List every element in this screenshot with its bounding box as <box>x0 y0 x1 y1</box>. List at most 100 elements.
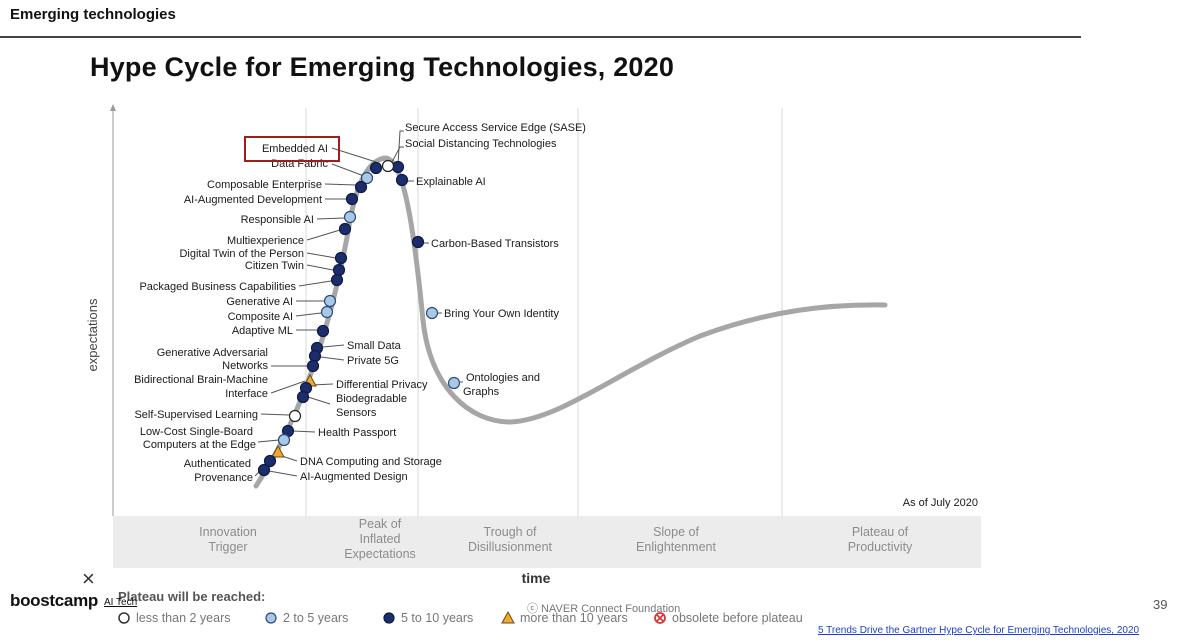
legend-label-less-than-2-years: less than 2 years <box>136 611 231 625</box>
brand-logo: boostcamp <box>10 591 98 610</box>
label-social-distancing-technologies: Social Distancing Technologies <box>405 138 557 150</box>
leader-responsible-ai <box>316 217 345 220</box>
label-data-fabric: Data Fabric <box>271 158 328 170</box>
leader-social-distancing-technologies <box>391 146 404 163</box>
label-explainable-ai: Explainable AI <box>416 176 486 188</box>
legend-marker-less-than-2-years <box>118 612 130 624</box>
label-bidirectional-brain-machine-interface-2: Interface <box>225 388 268 400</box>
leader-citizen-twin <box>306 264 334 271</box>
phase-band <box>113 516 981 568</box>
leader-data-fabric <box>331 163 365 177</box>
marker-private-5g <box>308 349 322 363</box>
label-ontologies-and-graphs-1: Ontologies and <box>466 372 540 384</box>
marker-secure-access-service-edge-sase <box>391 160 405 174</box>
label-ontologies-and-graphs-2: Graphs <box>463 386 500 398</box>
legend-marker-2-to-5-years <box>265 612 277 624</box>
leader-digital-twin-of-the-person <box>306 252 337 259</box>
marker-ai-augmented-design <box>257 463 271 477</box>
label-biodegradable-sensors-1: Biodegradable <box>336 393 407 405</box>
marker-ai-augmented-development <box>345 192 359 206</box>
leader-health-passport <box>292 430 316 433</box>
label-authenticated-provenance-1: Authenticated <box>184 458 251 470</box>
label-self-supervised-learning: Self-Supervised Learning <box>134 409 258 421</box>
label-generative-ai: Generative AI <box>226 296 293 308</box>
label-embedded-ai: Embedded AI <box>262 143 328 155</box>
y-axis-label: expectations <box>85 298 100 371</box>
source-link[interactable]: 5 Trends Drive the Gartner Hype Cycle fo… <box>818 625 1140 636</box>
label-digital-twin-of-the-person: Digital Twin of the Person <box>179 248 304 260</box>
label-generative-adversarial-networks-2: Networks <box>222 360 268 372</box>
technology-markers <box>257 159 461 477</box>
phase-label-5-2: Productivity <box>848 540 913 554</box>
leader-dna-computing-and-storage <box>281 455 298 462</box>
label-dna-computing-and-storage: DNA Computing and Storage <box>300 456 442 468</box>
marker-embedded-ai <box>369 161 383 175</box>
leader-low-cost-single-board-computers-at-the-edge <box>257 439 280 443</box>
label-multiexperience: Multiexperience <box>227 235 304 247</box>
marker-generative-ai <box>323 294 337 308</box>
footer-credit: ⓒ NAVER Connect Foundation <box>527 603 681 615</box>
as-of-note: As of July 2020 <box>903 497 978 509</box>
label-responsible-ai: Responsible AI <box>241 214 314 226</box>
leader-packaged-business-capabilities <box>298 280 332 287</box>
marker-composite-ai <box>320 305 334 319</box>
leader-ai-augmented-design <box>268 470 298 477</box>
label-biodegradable-sensors-2: Sensors <box>336 407 377 419</box>
legend-marker-5-to-10-years <box>383 612 395 624</box>
phase-label-5-1: Plateau of <box>852 525 909 539</box>
phase-label-3-1: Trough of <box>483 525 537 539</box>
brand-subtitle: AI Tech <box>104 597 138 608</box>
y-axis-arrow <box>110 104 116 111</box>
label-small-data: Small Data <box>347 340 402 352</box>
leader-biodegradable-sensors <box>307 396 331 405</box>
label-low-cost-single-board-computers-at-the-edge-2: Computers at the Edge <box>143 439 256 451</box>
label-ai-augmented-development: AI-Augmented Development <box>184 194 322 206</box>
phase-label-1-2: Trigger <box>208 540 247 554</box>
highlight-box <box>244 136 340 162</box>
marker-biodegradable-sensors <box>296 390 310 404</box>
phase-label-4-1: Slope of <box>653 525 699 539</box>
marker-composable-enterprise <box>354 180 368 194</box>
label-composable-enterprise: Composable Enterprise <box>207 179 322 191</box>
marker-explainable-ai <box>395 173 409 187</box>
marker-dna-computing-and-storage <box>271 444 285 458</box>
leader-secure-access-service-edge-sase <box>397 130 404 166</box>
marker-low-cost-single-board-computers-at-the-edge <box>277 433 291 447</box>
label-bring-your-own-identity: Bring Your Own Identity <box>444 308 559 320</box>
marker-self-supervised-learning <box>288 409 302 423</box>
marker-authenticated-provenance <box>263 454 277 468</box>
label-health-passport: Health Passport <box>318 427 396 439</box>
phase-label-1-1: Innovation <box>199 525 257 539</box>
obsolete-x-stroke <box>656 614 664 622</box>
label-secure-access-service-edge-sase: Secure Access Service Edge (SASE) <box>405 122 586 134</box>
legend: less than 2 years 2 to 5 years 5 to 10 yea… <box>118 610 803 625</box>
marker-carbon-based-transistors <box>411 235 425 249</box>
marker-responsible-ai <box>343 210 357 224</box>
label-low-cost-single-board-computers-at-the-edge-1: Low-Cost Single-Board <box>140 426 253 438</box>
leader-multiexperience <box>306 229 341 241</box>
leader-self-supervised-learning <box>260 413 290 416</box>
phase-label-4-2: Enlightenment <box>636 540 716 554</box>
label-private-5g: Private 5G <box>347 355 399 367</box>
marker-digital-twin-of-the-person <box>334 251 348 265</box>
marker-citizen-twin <box>332 263 346 277</box>
leader-private-5g <box>320 356 345 361</box>
leader-lines <box>254 130 463 477</box>
close-icon[interactable]: × <box>82 566 95 591</box>
label-packaged-business-capabilities: Packaged Business Capabilities <box>139 281 296 293</box>
label-composite-ai: Composite AI <box>228 311 293 323</box>
legend-label-2-to-5-years: 2 to 5 years <box>283 611 348 625</box>
legend-title: Plateau will be reached: <box>118 589 265 604</box>
legend-label-more-than-10-years: more than 10 years <box>520 611 628 625</box>
marker-adaptive-ml <box>316 324 330 338</box>
phase-label-2-2: Inflated <box>359 532 400 546</box>
label-bidirectional-brain-machine-interface-1: Bidirectional Brain-Machine <box>134 374 268 386</box>
legend-label-obsolete-before-plateau: obsolete before plateau <box>672 611 803 625</box>
phase-label-3-2: Disillusionment <box>468 540 553 554</box>
phase-label-2-3: Expectations <box>344 547 416 561</box>
page-number: 39 <box>1153 597 1168 612</box>
x-axis-label: time <box>522 570 551 586</box>
label-ai-augmented-design: AI-Augmented Design <box>300 471 408 483</box>
